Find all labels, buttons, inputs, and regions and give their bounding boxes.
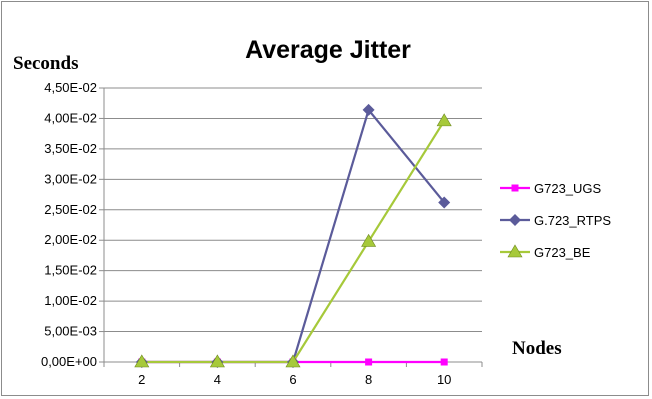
legend-label: G.723_RTPS — [534, 213, 611, 228]
chart-title: Average Jitter — [245, 36, 411, 64]
data-point-G723_UGS — [365, 359, 372, 366]
x-tick-label: 6 — [289, 372, 296, 387]
y-tick-label: 3,00E-02 — [44, 171, 97, 186]
data-point-G723_UGS — [441, 359, 448, 366]
y-tick-label: 4,50E-02 — [44, 80, 97, 95]
y-tick-label: 2,50E-02 — [44, 202, 97, 217]
x-tick-label: 10 — [437, 372, 451, 387]
legend-label: G723_BE — [534, 245, 591, 260]
y-tick-label: 1,50E-02 — [44, 263, 97, 278]
x-tick-label: 2 — [138, 372, 145, 387]
series-line-G723_BE — [142, 121, 444, 362]
y-tick-label: 5,00E-03 — [44, 324, 97, 339]
x-tick-label: 4 — [214, 372, 221, 387]
data-point-G723_BE — [437, 114, 451, 126]
legend-label: G723_UGS — [534, 181, 602, 196]
y-tick-label: 0,00E+00 — [41, 354, 97, 369]
y-tick-label: 4,00E-02 — [44, 110, 97, 125]
x-tick-label: 8 — [365, 372, 372, 387]
y-axis-title: Seconds — [13, 53, 78, 74]
y-tick-label: 2,00E-02 — [44, 232, 97, 247]
legend-marker — [509, 214, 521, 226]
x-axis-title: Nodes — [512, 338, 562, 359]
y-tick-label: 3,50E-02 — [44, 141, 97, 156]
legend-marker — [512, 185, 519, 192]
series-line-G.723_RTPS — [142, 110, 444, 362]
plot-area: 0,00E+00 5,00E-03 1,00E-02 1,50E-02 2,00E-02… — [41, 80, 482, 387]
y-tick-label: 1,00E-02 — [44, 293, 97, 308]
legend: G723_UGS G.723_RTPS G723_BE — [500, 181, 611, 260]
